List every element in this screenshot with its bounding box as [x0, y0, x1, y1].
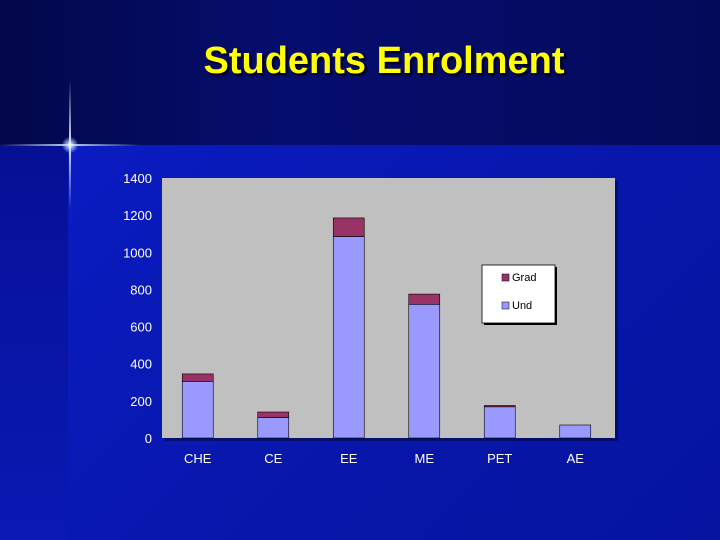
x-tick-label: CE	[264, 451, 282, 466]
legend-label-grad: Grad	[512, 272, 536, 284]
x-tick-label: PET	[487, 451, 512, 466]
y-tick-label: 1200	[123, 208, 152, 223]
y-tick-label: 800	[130, 282, 152, 297]
x-tick-label: AE	[567, 451, 585, 466]
bar-und-che	[181, 381, 214, 439]
legend-swatch-und	[501, 301, 510, 310]
bar-grad-me	[408, 293, 441, 305]
background-left-band	[0, 145, 68, 540]
bar-grad-pet	[483, 405, 516, 408]
legend-label-und: Und	[512, 300, 532, 312]
y-tick-label: 200	[130, 394, 152, 409]
bar-und-ce	[257, 417, 290, 439]
x-tick-label: ME	[415, 451, 435, 466]
y-tick-label: 0	[145, 431, 152, 446]
y-tick-label: 400	[130, 357, 152, 372]
y-tick-label: 600	[130, 320, 152, 335]
y-tick-label: 1400	[123, 171, 152, 186]
bar-grad-ee	[332, 217, 365, 237]
slide-title: Students Enrolment	[203, 40, 565, 82]
y-tick-label: 1000	[123, 245, 152, 260]
bar-und-pet	[483, 406, 516, 439]
legend-box	[481, 264, 556, 324]
background-top-band	[0, 0, 720, 145]
x-tick-label: EE	[340, 451, 358, 466]
bar-und-ee	[332, 236, 365, 439]
legend-swatch-grad	[501, 273, 510, 282]
bar-grad-ce	[257, 411, 290, 418]
x-tick-label: CHE	[184, 451, 212, 466]
bar-grad-che	[181, 373, 214, 382]
light-flare-center	[62, 137, 78, 153]
bar-und-me	[408, 303, 441, 439]
bar-und-ae	[559, 424, 592, 439]
